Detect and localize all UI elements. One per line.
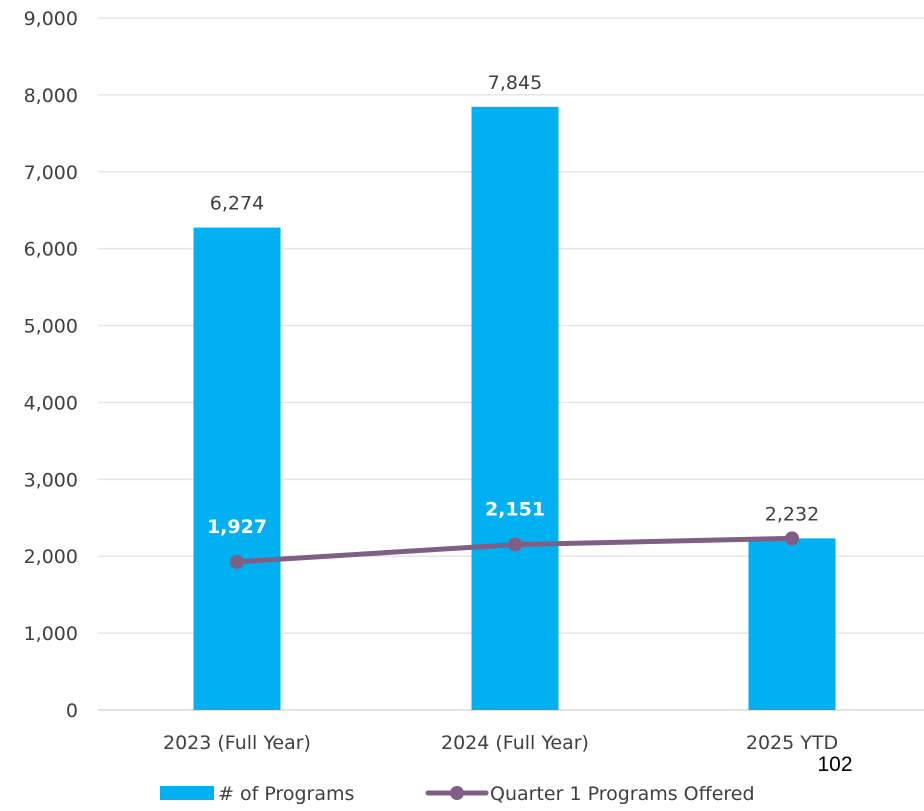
bar [748,538,836,710]
bar [471,106,559,711]
y-tick-label: 7,000 [24,162,78,184]
bar-data-label: 7,845 [488,72,542,94]
y-tick-label: 2,000 [24,546,78,568]
line-data-label: 2,151 [485,499,545,521]
bar [193,227,281,710]
y-tick-label: 4,000 [24,392,78,414]
y-tick-label: 0 [66,700,78,722]
y-tick-label: 5,000 [24,316,78,338]
legend-swatch-bar [160,786,214,800]
x-tick-label: 2025 YTD [746,732,838,754]
y-tick-label: 3,000 [24,469,78,491]
y-tick-label: 1,000 [24,623,78,645]
bar-data-label: 6,274 [210,193,264,215]
x-tick-label: 2023 (Full Year) [163,732,311,754]
line-data-label: 1,927 [207,516,267,538]
y-tick-label: 8,000 [24,85,78,107]
bar-data-label: 2,232 [765,503,819,525]
y-axis-tick-labels: 0 1,000 2,000 3,000 4,000 5,000 6,000 7,000 8,00… [24,8,78,722]
legend-label: Quarter 1 Programs Offered [490,783,755,805]
line-point [785,531,799,546]
y-tick-label: 6,000 [24,239,78,261]
line-series [230,531,799,569]
legend-label: # of Programs [218,783,354,805]
y-tick-label: 9,000 [24,8,78,30]
bar-series [193,106,836,711]
page-number: 102 [817,753,852,776]
line-point [508,537,522,552]
legend: # of Programs Quarter 1 Programs Offered [160,783,755,805]
x-tick-label: 2024 (Full Year) [441,732,589,754]
line-point [230,554,244,569]
x-axis-tick-labels: 2023 (Full Year) 2024 (Full Year) 2025 YTD [163,732,838,754]
data-labels: 6,274 7,845 2,232 1,927 2,151 [207,72,819,538]
legend-swatch-marker [450,786,464,800]
